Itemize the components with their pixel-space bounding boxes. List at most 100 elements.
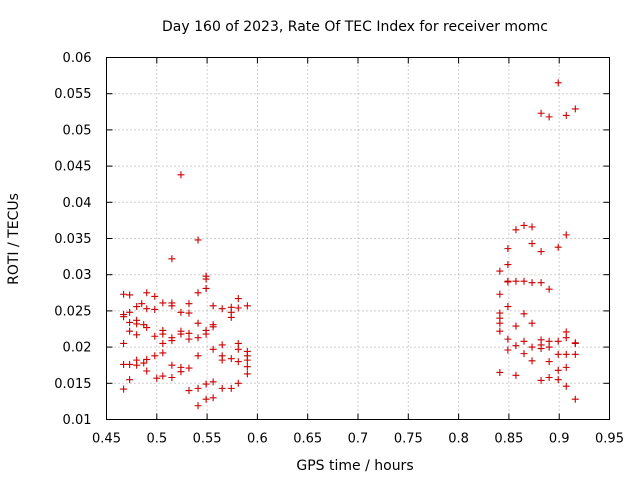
data-point	[571, 105, 579, 113]
data-point	[545, 358, 553, 366]
data-point	[133, 331, 141, 339]
x-tick-label: 0.55	[193, 432, 222, 447]
data-point	[126, 327, 134, 335]
data-point	[133, 303, 141, 311]
data-point	[194, 289, 202, 297]
data-point	[151, 352, 159, 360]
data-point	[504, 245, 512, 253]
data-point	[218, 384, 226, 392]
data-point	[504, 261, 512, 269]
data-point	[126, 360, 134, 368]
data-point	[554, 337, 562, 345]
data-point	[120, 339, 128, 347]
x-tick-label: 0.45	[92, 432, 121, 447]
x-tick-label: 0.9	[549, 432, 570, 447]
data-point	[496, 327, 504, 335]
data-point	[209, 323, 217, 331]
data-point	[520, 337, 528, 345]
data-point	[143, 305, 151, 313]
data-point	[218, 356, 226, 364]
data-point	[159, 372, 167, 380]
data-point	[202, 395, 210, 403]
data-point	[177, 368, 185, 376]
data-point	[545, 343, 553, 351]
data-point	[504, 335, 512, 343]
x-tick-label: 0.6	[247, 432, 268, 447]
y-tick-label: 0.015	[54, 377, 91, 392]
data-point	[138, 300, 146, 308]
data-point	[209, 302, 217, 310]
data-point	[140, 321, 148, 329]
x-axis-label: GPS time / hours	[296, 458, 413, 474]
data-point	[537, 248, 545, 256]
data-point	[571, 350, 579, 358]
chart-title: Day 160 of 2023, Rate Of TEC Index for r…	[162, 19, 548, 35]
data-point	[496, 267, 504, 275]
data-point	[571, 395, 579, 403]
data-point	[194, 352, 202, 360]
data-point	[562, 111, 570, 119]
y-tick-label: 0.05	[63, 123, 92, 138]
data-point	[209, 394, 217, 402]
data-point	[504, 278, 512, 286]
data-point	[243, 302, 251, 310]
data-point	[520, 310, 528, 318]
data-point	[209, 345, 217, 353]
data-point	[168, 302, 176, 310]
data-point	[562, 334, 570, 342]
data-point	[528, 279, 536, 287]
data-point	[185, 300, 193, 308]
data-point	[512, 226, 520, 234]
data-point	[234, 358, 242, 366]
data-point	[512, 371, 520, 379]
data-point	[243, 370, 251, 378]
data-point	[151, 305, 159, 313]
data-point	[227, 384, 235, 392]
data-point	[562, 350, 570, 358]
data-point	[234, 345, 242, 353]
y-axis-label: ROTI / TECUs	[6, 193, 22, 285]
data-point	[120, 360, 128, 368]
data-point	[120, 385, 128, 393]
data-point	[512, 277, 520, 285]
data-point	[126, 318, 134, 326]
data-point	[120, 290, 128, 298]
y-tick-label: 0.03	[63, 268, 92, 283]
x-tick-label: 0.8	[448, 432, 469, 447]
data-point	[168, 361, 176, 369]
data-point	[159, 330, 167, 338]
x-tick-label: 0.75	[394, 432, 423, 447]
data-point	[520, 221, 528, 229]
data-point	[126, 308, 134, 316]
data-point	[177, 308, 185, 316]
y-tick-label: 0.06	[63, 51, 92, 66]
data-point	[168, 255, 176, 263]
data-point	[133, 361, 141, 369]
data-point	[545, 113, 553, 121]
data-point	[151, 332, 159, 340]
data-point	[520, 350, 528, 358]
data-point	[185, 364, 193, 372]
data-point	[194, 236, 202, 244]
data-point	[496, 290, 504, 298]
data-point	[159, 299, 167, 307]
y-tick-label: 0.04	[63, 196, 92, 211]
data-point	[185, 335, 193, 343]
data-point	[194, 402, 202, 410]
data-point	[202, 284, 210, 292]
data-point	[504, 303, 512, 311]
data-point	[554, 366, 562, 374]
data-point	[227, 355, 235, 363]
data-point	[537, 109, 545, 117]
data-point	[168, 374, 176, 382]
data-point	[512, 322, 520, 330]
grid-layer	[106, 57, 610, 420]
data-point	[520, 277, 528, 285]
data-point	[554, 243, 562, 251]
data-point	[143, 355, 151, 363]
data-point	[528, 240, 536, 248]
data-point	[126, 376, 134, 384]
data-point	[227, 313, 235, 321]
x-tick-label: 0.5	[146, 432, 167, 447]
data-point	[537, 279, 545, 287]
